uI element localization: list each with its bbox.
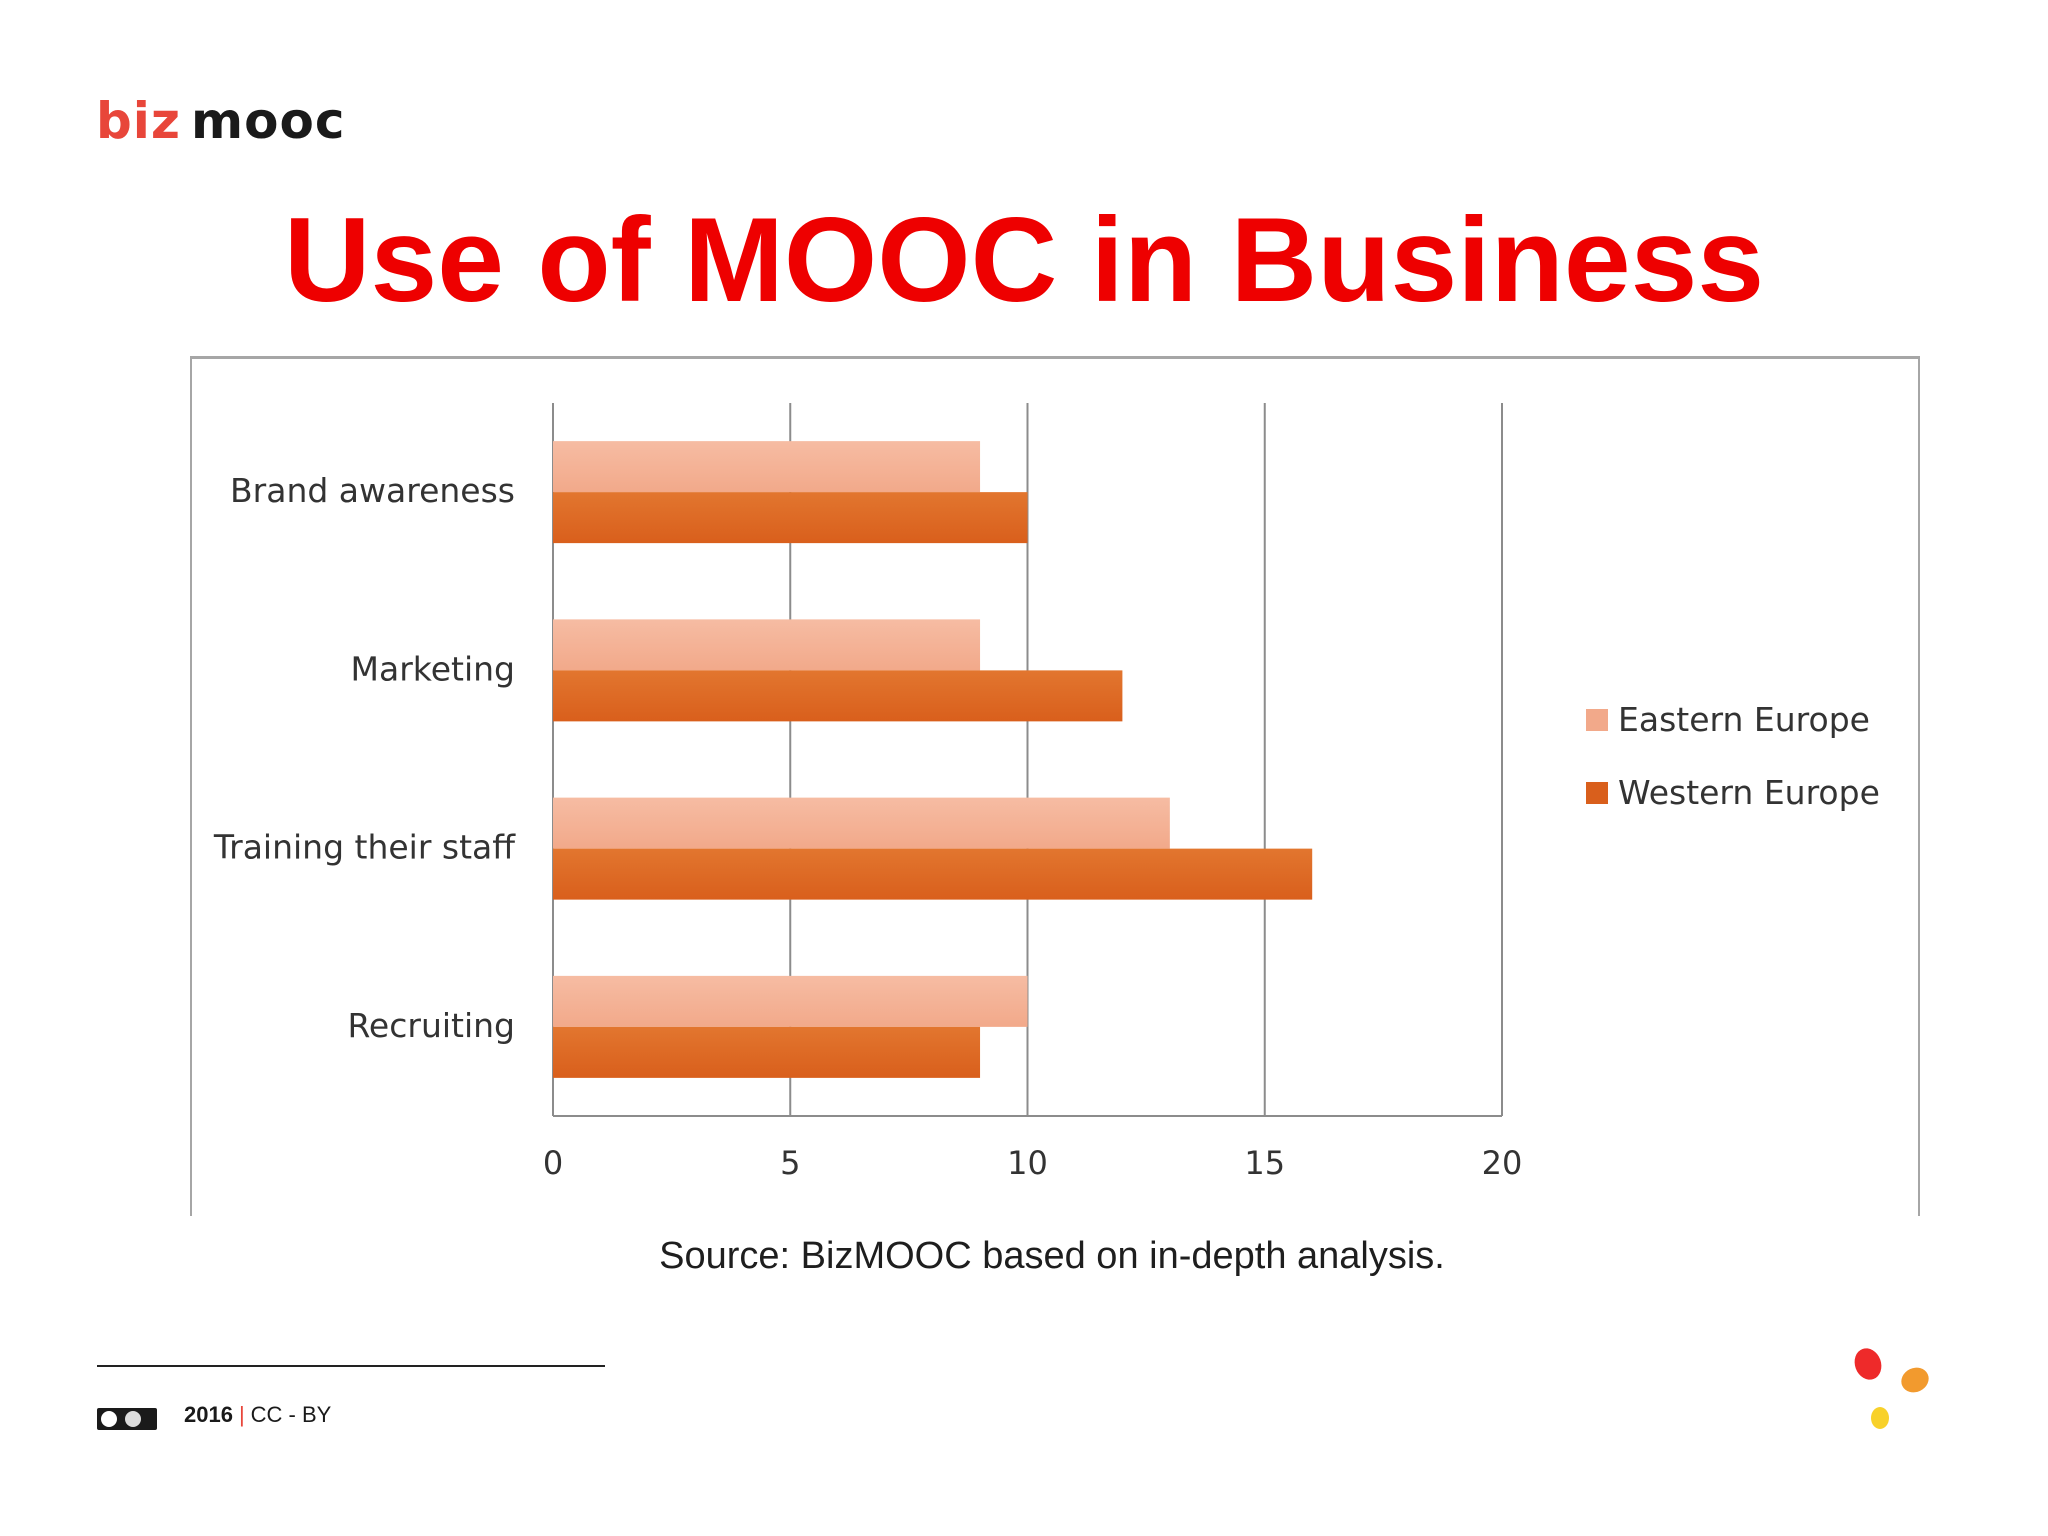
red-dot [1854, 1348, 1882, 1380]
category-label: Marketing [351, 649, 515, 688]
x-tick-label: 15 [1244, 1144, 1285, 1182]
chart-frame: 0 5 10 15 20 Brand awareness Marketing Training… [190, 356, 1920, 1216]
x-tick-label: 20 [1482, 1144, 1523, 1182]
bar [553, 441, 981, 493]
slide-title: Use of MOOC in Business [283, 193, 1765, 327]
footer-divider [97, 1365, 605, 1367]
category-label: Brand awareness [230, 471, 515, 510]
legend-label: Eastern Europe [1618, 700, 1870, 739]
footer-separator: | [238, 1402, 245, 1427]
bar [553, 492, 1028, 544]
bar [553, 619, 981, 671]
bizmooc-logo: biz mooc [96, 86, 345, 156]
x-tick-label: 10 [1007, 1144, 1048, 1182]
category-label: Training their staff [213, 828, 516, 867]
brand-dots-icon [1854, 1348, 1929, 1429]
bar [553, 797, 1170, 849]
category-label: Recruiting [347, 1006, 515, 1045]
x-tick-label: 5 [780, 1144, 800, 1182]
legend-label: Western Europe [1618, 773, 1880, 812]
cc-license-icon [97, 1408, 157, 1430]
source-note: Source: BizMOOC based on in-depth analys… [659, 1235, 1445, 1277]
footer-license-text: CC - BY [250, 1402, 332, 1427]
bar [553, 1026, 981, 1078]
legend-swatch [1586, 782, 1608, 804]
yellow-dot [1871, 1407, 1889, 1429]
x-tick-label: 0 [543, 1144, 563, 1182]
legend-swatch [1586, 709, 1608, 731]
bar-chart: 0 5 10 15 20 Brand awareness Marketing Training… [213, 403, 1880, 1182]
bar [553, 975, 1028, 1027]
footer-license: 2016 | CC - BY [184, 1402, 331, 1428]
bar [553, 848, 1313, 900]
orange-dot [1901, 1367, 1929, 1393]
bar [553, 670, 1123, 722]
logo-biz-text: biz [96, 92, 182, 150]
logo-mooc-text: mooc [191, 92, 346, 150]
footer-year: 2016 [184, 1402, 233, 1427]
